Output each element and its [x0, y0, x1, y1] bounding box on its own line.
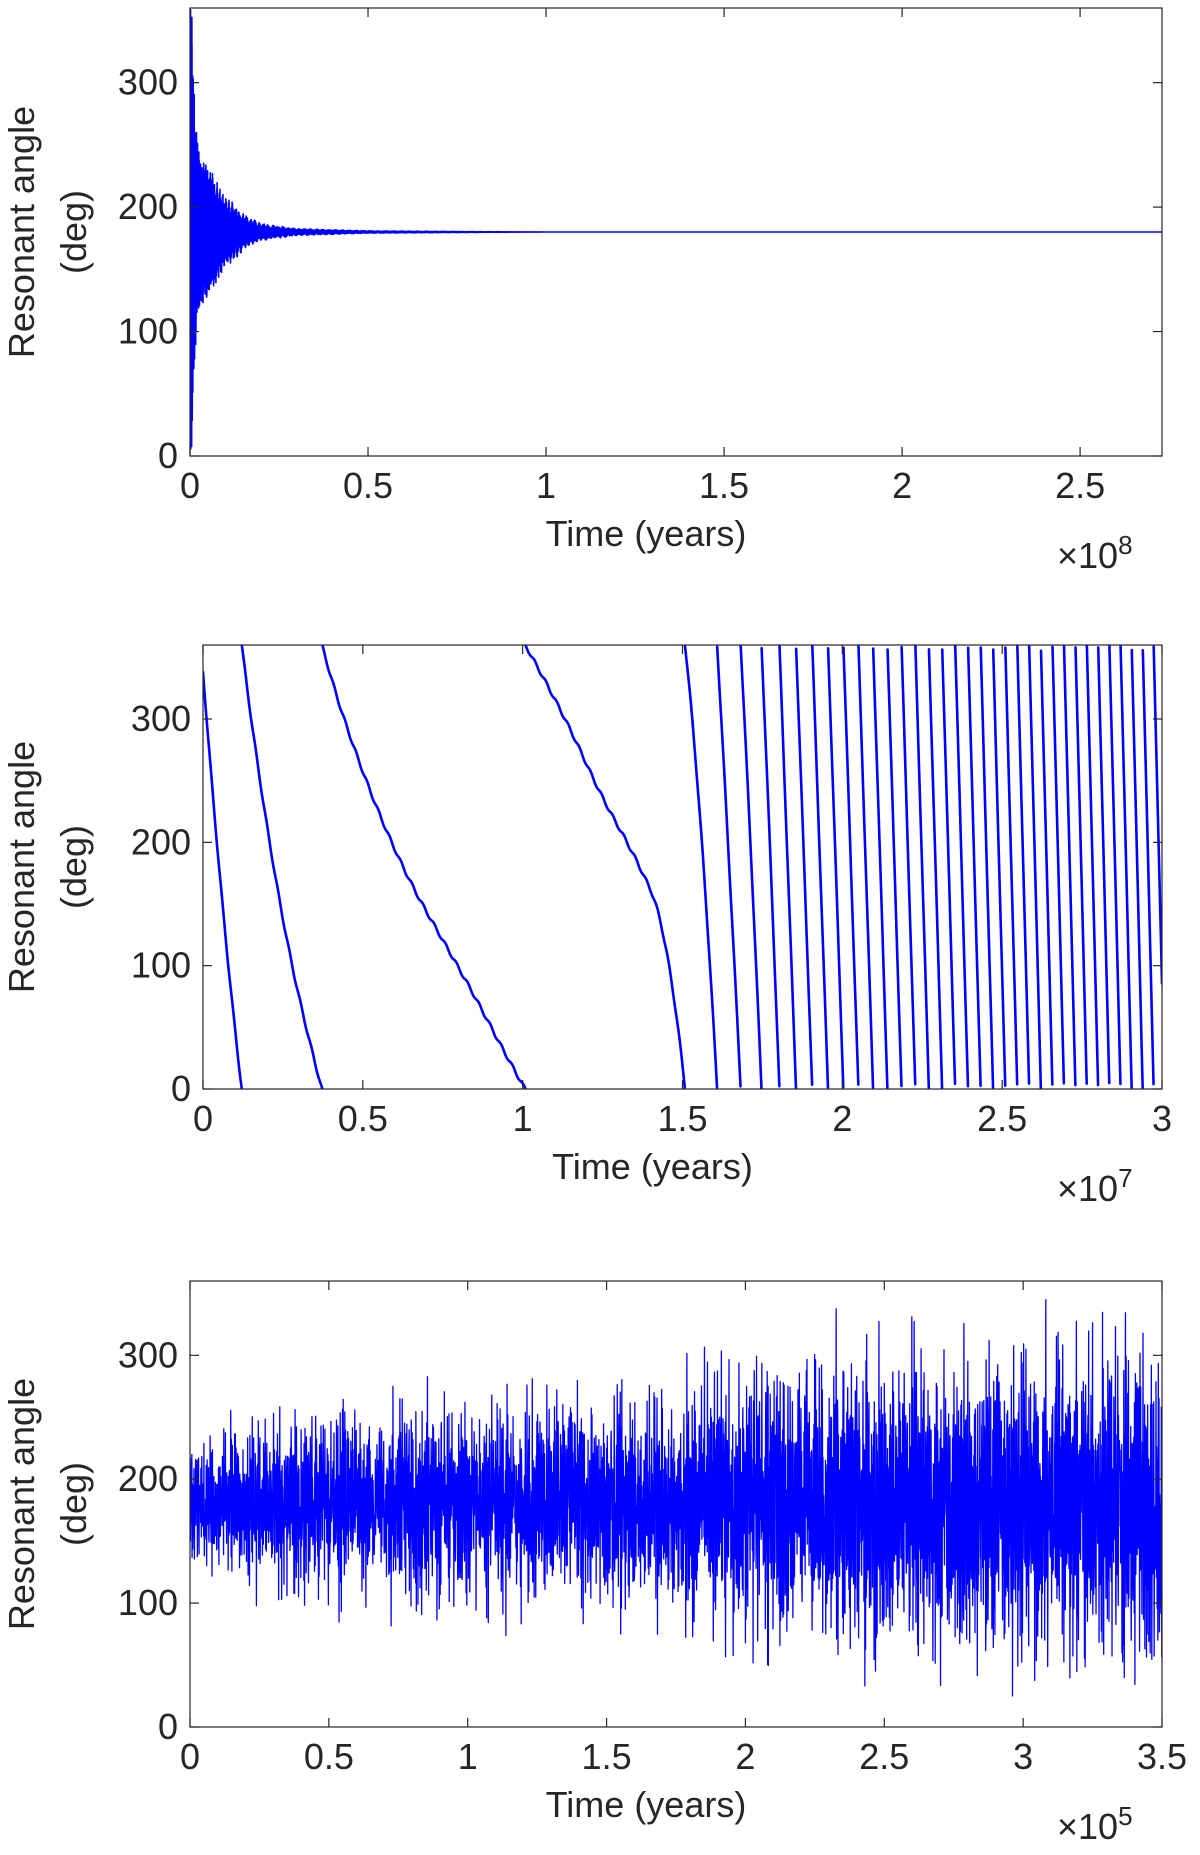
- x-tick-label: 0: [180, 1736, 200, 1777]
- chart-panel-top: 0 0.5 1 1.5 2 2.5 0 100 200 300 Time (years) ×108 Re…: [1, 7, 1163, 576]
- y-tick-label: 0: [158, 1706, 178, 1747]
- x-tick-label: 3.5: [1137, 1736, 1187, 1777]
- x-tick-label: 2.5: [1055, 465, 1105, 506]
- x-axis-label: Time (years): [546, 513, 747, 554]
- x-tick-label: 1: [513, 1098, 533, 1139]
- x-tick-label: 2.5: [977, 1098, 1027, 1139]
- y-axis-label-line1: Resonant angle: [1, 106, 42, 358]
- x-tick-label: 0.5: [343, 465, 393, 506]
- x-tick-label: 0.5: [304, 1736, 354, 1777]
- x-axis-label: Time (years): [546, 1784, 747, 1825]
- y-axis-label-line1: Resonant angle: [1, 1378, 42, 1630]
- x-tick-label: 2: [832, 1098, 852, 1139]
- x-exponent-power: 5: [1118, 1801, 1132, 1831]
- x-exponent-base: ×10: [1057, 1806, 1118, 1847]
- x-tick-label: 2: [735, 1736, 755, 1777]
- y-tick-label: 300: [131, 698, 191, 739]
- y-tick-label: 300: [118, 62, 178, 103]
- x-exponent-power: 8: [1118, 530, 1132, 560]
- series-line: [190, 1298, 1162, 1697]
- y-tick-label: 200: [131, 821, 191, 862]
- chart-panel-middle: 0 0.5 1 1.5 2 2.5 3 0 100 200 300 Time (years) ×107 R…: [1, 644, 1172, 1209]
- x-exponent-label: ×105: [1057, 1801, 1133, 1847]
- series-line: [203, 645, 1162, 1089]
- chart-panel-bottom: 0 0.5 1 1.5 2 2.5 3 3.5 0 100 200 300 Time (years) ×1…: [1, 1280, 1187, 1847]
- y-axis-label-line2: (deg): [53, 1462, 94, 1546]
- x-exponent-base: ×10: [1057, 1168, 1118, 1209]
- x-exponent-power: 7: [1118, 1163, 1132, 1193]
- x-tick-label: 3: [1013, 1736, 1033, 1777]
- x-tick-label: 1: [536, 465, 556, 506]
- x-exponent-label: ×107: [1057, 1163, 1133, 1209]
- x-tick-label: 0: [180, 465, 200, 506]
- y-tick-label: 100: [118, 311, 178, 352]
- x-tick-label: 3: [1152, 1098, 1172, 1139]
- x-tick-label: 1: [458, 1736, 478, 1777]
- y-tick-label: 200: [118, 186, 178, 227]
- x-tick-label: 2: [892, 465, 912, 506]
- x-axis-label: Time (years): [552, 1146, 753, 1187]
- x-tick-label: 2.5: [859, 1736, 909, 1777]
- x-tick-label: 0: [193, 1098, 213, 1139]
- y-tick-label: 0: [171, 1068, 191, 1109]
- x-exponent-label: ×108: [1057, 530, 1133, 576]
- x-tick-label: 1.5: [699, 465, 749, 506]
- y-axis-label-line2: (deg): [53, 190, 94, 274]
- x-exponent-base: ×10: [1057, 535, 1118, 576]
- y-tick-label: 100: [131, 945, 191, 986]
- y-tick-label: 100: [118, 1582, 178, 1623]
- y-axis-label-line2: (deg): [53, 825, 94, 909]
- y-tick-label: 300: [118, 1334, 178, 1375]
- y-tick-label: 200: [118, 1458, 178, 1499]
- y-axis-label-line1: Resonant angle: [1, 741, 42, 993]
- x-tick-label: 1.5: [582, 1736, 632, 1777]
- x-tick-label: 1.5: [657, 1098, 707, 1139]
- plot-frame: [189, 1280, 1163, 1728]
- series-line: [190, 8, 1162, 450]
- y-tick-label: 0: [158, 435, 178, 476]
- x-tick-label: 0.5: [338, 1098, 388, 1139]
- plot-frame: [189, 7, 1163, 457]
